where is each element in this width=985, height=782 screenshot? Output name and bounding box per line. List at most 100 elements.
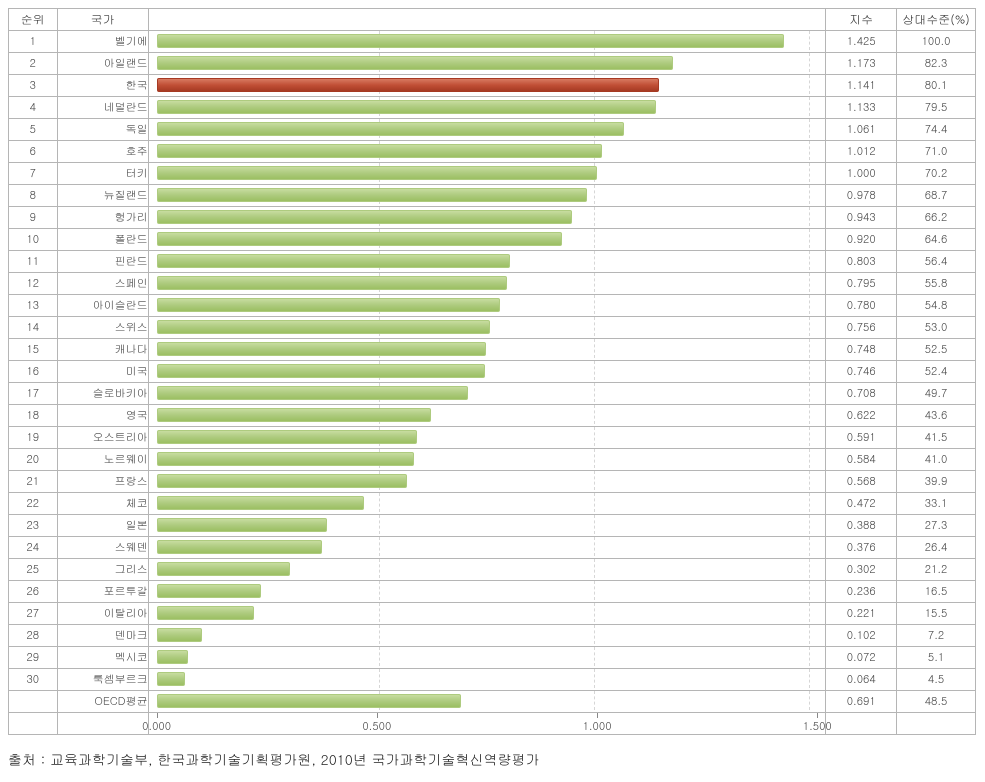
bar-cell [148, 669, 826, 691]
index-cell: 0.221 [826, 603, 897, 625]
bar [157, 430, 417, 444]
index-cell: 0.302 [826, 559, 897, 581]
country-cell: 이탈리아 [57, 603, 148, 625]
rank-cell: 19 [9, 427, 58, 449]
rel-cell: 82.3 [897, 53, 976, 75]
table-row: 17슬로바키아0.70849.7 [9, 383, 976, 405]
table-row: 8뉴질랜드0.97868.7 [9, 185, 976, 207]
table-row: 19오스트리아0.59141.5 [9, 427, 976, 449]
bar [157, 342, 486, 356]
rel-cell: 70.2 [897, 163, 976, 185]
bar [157, 694, 461, 708]
index-cell: 0.584 [826, 449, 897, 471]
country-cell: 캐나다 [57, 339, 148, 361]
country-cell: 스페인 [57, 273, 148, 295]
bar [157, 34, 785, 48]
index-cell: 0.978 [826, 185, 897, 207]
bar-cell [148, 185, 826, 207]
rank-cell: 27 [9, 603, 58, 625]
rank-cell: 3 [9, 75, 58, 97]
rank-cell: 24 [9, 537, 58, 559]
rel-cell: 80.1 [897, 75, 976, 97]
index-cell: 1.012 [826, 141, 897, 163]
bar [157, 518, 328, 532]
index-cell: 0.388 [826, 515, 897, 537]
header-bar [148, 9, 826, 31]
bar [157, 298, 501, 312]
rel-cell: 4.5 [897, 669, 976, 691]
table-row: 7터키1.00070.2 [9, 163, 976, 185]
bar-cell [148, 339, 826, 361]
bar-cell [148, 449, 826, 471]
rank-cell: 12 [9, 273, 58, 295]
country-cell: 헝가리 [57, 207, 148, 229]
country-cell: 뉴질랜드 [57, 185, 148, 207]
index-cell: 0.102 [826, 625, 897, 647]
x-tick-label: 0.000 [142, 719, 171, 734]
index-cell: 0.568 [826, 471, 897, 493]
table-row: 13아이슬란드0.78054.8 [9, 295, 976, 317]
table-row: 16미국0.74652.4 [9, 361, 976, 383]
rank-cell [9, 691, 58, 713]
index-cell: 1.425 [826, 31, 897, 53]
country-cell: 스웨덴 [57, 537, 148, 559]
bar-cell [148, 229, 826, 251]
table-row: 9헝가리0.94366.2 [9, 207, 976, 229]
country-cell: 한국 [57, 75, 148, 97]
table-row: 18영국0.62243.6 [9, 405, 976, 427]
index-cell: 0.803 [826, 251, 897, 273]
rel-cell: 68.7 [897, 185, 976, 207]
bar [157, 584, 261, 598]
rel-cell: 21.2 [897, 559, 976, 581]
rank-cell: 28 [9, 625, 58, 647]
index-cell: 1.141 [826, 75, 897, 97]
rel-cell: 52.4 [897, 361, 976, 383]
rel-cell: 41.0 [897, 449, 976, 471]
bar-cell [148, 383, 826, 405]
rank-cell: 5 [9, 119, 58, 141]
country-cell: 노르웨이 [57, 449, 148, 471]
bar-cell [148, 515, 826, 537]
rel-cell: 66.2 [897, 207, 976, 229]
bar-cell [148, 405, 826, 427]
rel-cell: 43.6 [897, 405, 976, 427]
table-row: 22체코0.47233.1 [9, 493, 976, 515]
bar [157, 650, 189, 664]
rank-cell: 2 [9, 53, 58, 75]
bar-cell [148, 207, 826, 229]
rel-cell: 74.4 [897, 119, 976, 141]
header-rank: 순위 [9, 9, 58, 31]
index-cell: 0.064 [826, 669, 897, 691]
index-cell: 0.591 [826, 427, 897, 449]
bar-cell [148, 427, 826, 449]
bar-cell [148, 361, 826, 383]
rank-cell: 1 [9, 31, 58, 53]
x-axis-row: 0.0000.5001.0001.500 [9, 713, 976, 735]
rank-cell: 23 [9, 515, 58, 537]
rel-cell: 33.1 [897, 493, 976, 515]
bar [157, 210, 572, 224]
table-row: 23일본0.38827.3 [9, 515, 976, 537]
table-row: 14스위스0.75653.0 [9, 317, 976, 339]
x-tick-label: 1.500 [803, 719, 832, 734]
bar [157, 540, 323, 554]
rank-cell: 20 [9, 449, 58, 471]
bar-cell [148, 317, 826, 339]
rel-cell: 100.0 [897, 31, 976, 53]
country-cell: 아이슬란드 [57, 295, 148, 317]
country-cell: 덴마크 [57, 625, 148, 647]
bar-cell [148, 97, 826, 119]
country-cell: 네덜란드 [57, 97, 148, 119]
rel-cell: 27.3 [897, 515, 976, 537]
rank-cell: 22 [9, 493, 58, 515]
bar-cell [148, 537, 826, 559]
table-row: 11핀란드0.80356.4 [9, 251, 976, 273]
table-row: 2아일랜드1.17382.3 [9, 53, 976, 75]
rel-cell: 26.4 [897, 537, 976, 559]
country-cell: 슬로바키아 [57, 383, 148, 405]
bar-cell [148, 471, 826, 493]
bar [157, 276, 507, 290]
table-row: 28덴마크0.1027.2 [9, 625, 976, 647]
rank-cell: 9 [9, 207, 58, 229]
index-cell: 1.061 [826, 119, 897, 141]
